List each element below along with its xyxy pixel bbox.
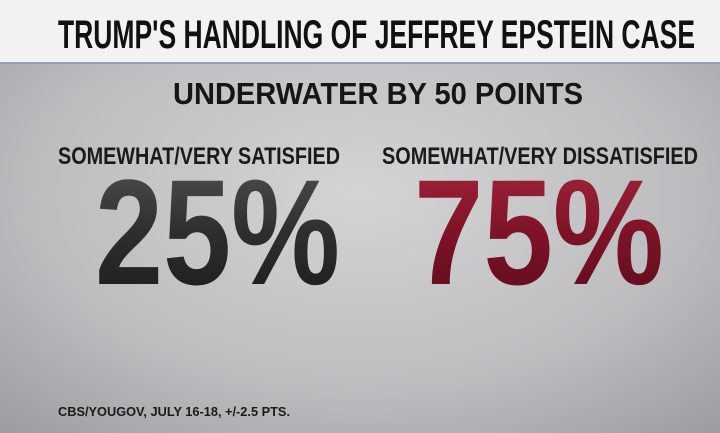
- stat-label: SOMEWHAT/VERY DISSATISFIED: [382, 143, 698, 170]
- stat-value: 75%: [414, 148, 664, 316]
- subtitle: UNDERWATER BY 50 POINTS: [173, 76, 583, 111]
- stat-value: 25%: [95, 148, 340, 316]
- source: CBS/YOUGOV, JULY 16-18, +/-2.5 PTS.: [58, 404, 290, 419]
- stat-label: SOMEWHAT/VERY SATISFIED: [58, 143, 340, 170]
- title: TRUMP'S HANDLING OF JEFFREY EPSTEIN CASE: [58, 13, 695, 57]
- title-bar: [0, 0, 720, 62]
